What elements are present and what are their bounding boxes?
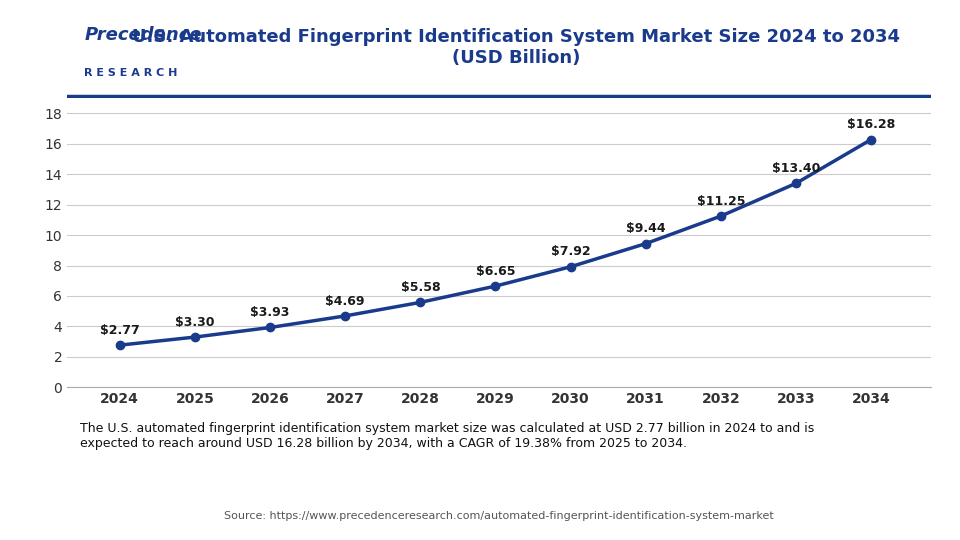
Text: $16.28: $16.28: [847, 118, 896, 131]
Text: $3.30: $3.30: [175, 316, 215, 329]
Text: $6.65: $6.65: [476, 265, 516, 278]
Text: The U.S. automated fingerprint identification system market size was calculated : The U.S. automated fingerprint identific…: [80, 422, 814, 450]
Text: $7.92: $7.92: [551, 245, 590, 259]
Text: $11.25: $11.25: [697, 195, 745, 208]
Text: $3.93: $3.93: [251, 306, 290, 319]
Text: Precedence: Precedence: [84, 26, 203, 44]
Text: $13.40: $13.40: [772, 162, 820, 175]
Text: $5.58: $5.58: [400, 281, 440, 294]
Text: $2.77: $2.77: [100, 324, 139, 337]
Text: Source: https://www.precedenceresearch.com/automated-fingerprint-identification-: Source: https://www.precedenceresearch.c…: [225, 510, 774, 521]
Text: R E S E A R C H: R E S E A R C H: [84, 69, 178, 78]
Text: U.S. Automated Fingerprint Identification System Market Size 2024 to 2034
(USD B: U.S. Automated Fingerprint Identificatio…: [132, 28, 900, 66]
Text: $4.69: $4.69: [325, 294, 365, 308]
Text: $9.44: $9.44: [626, 222, 665, 235]
